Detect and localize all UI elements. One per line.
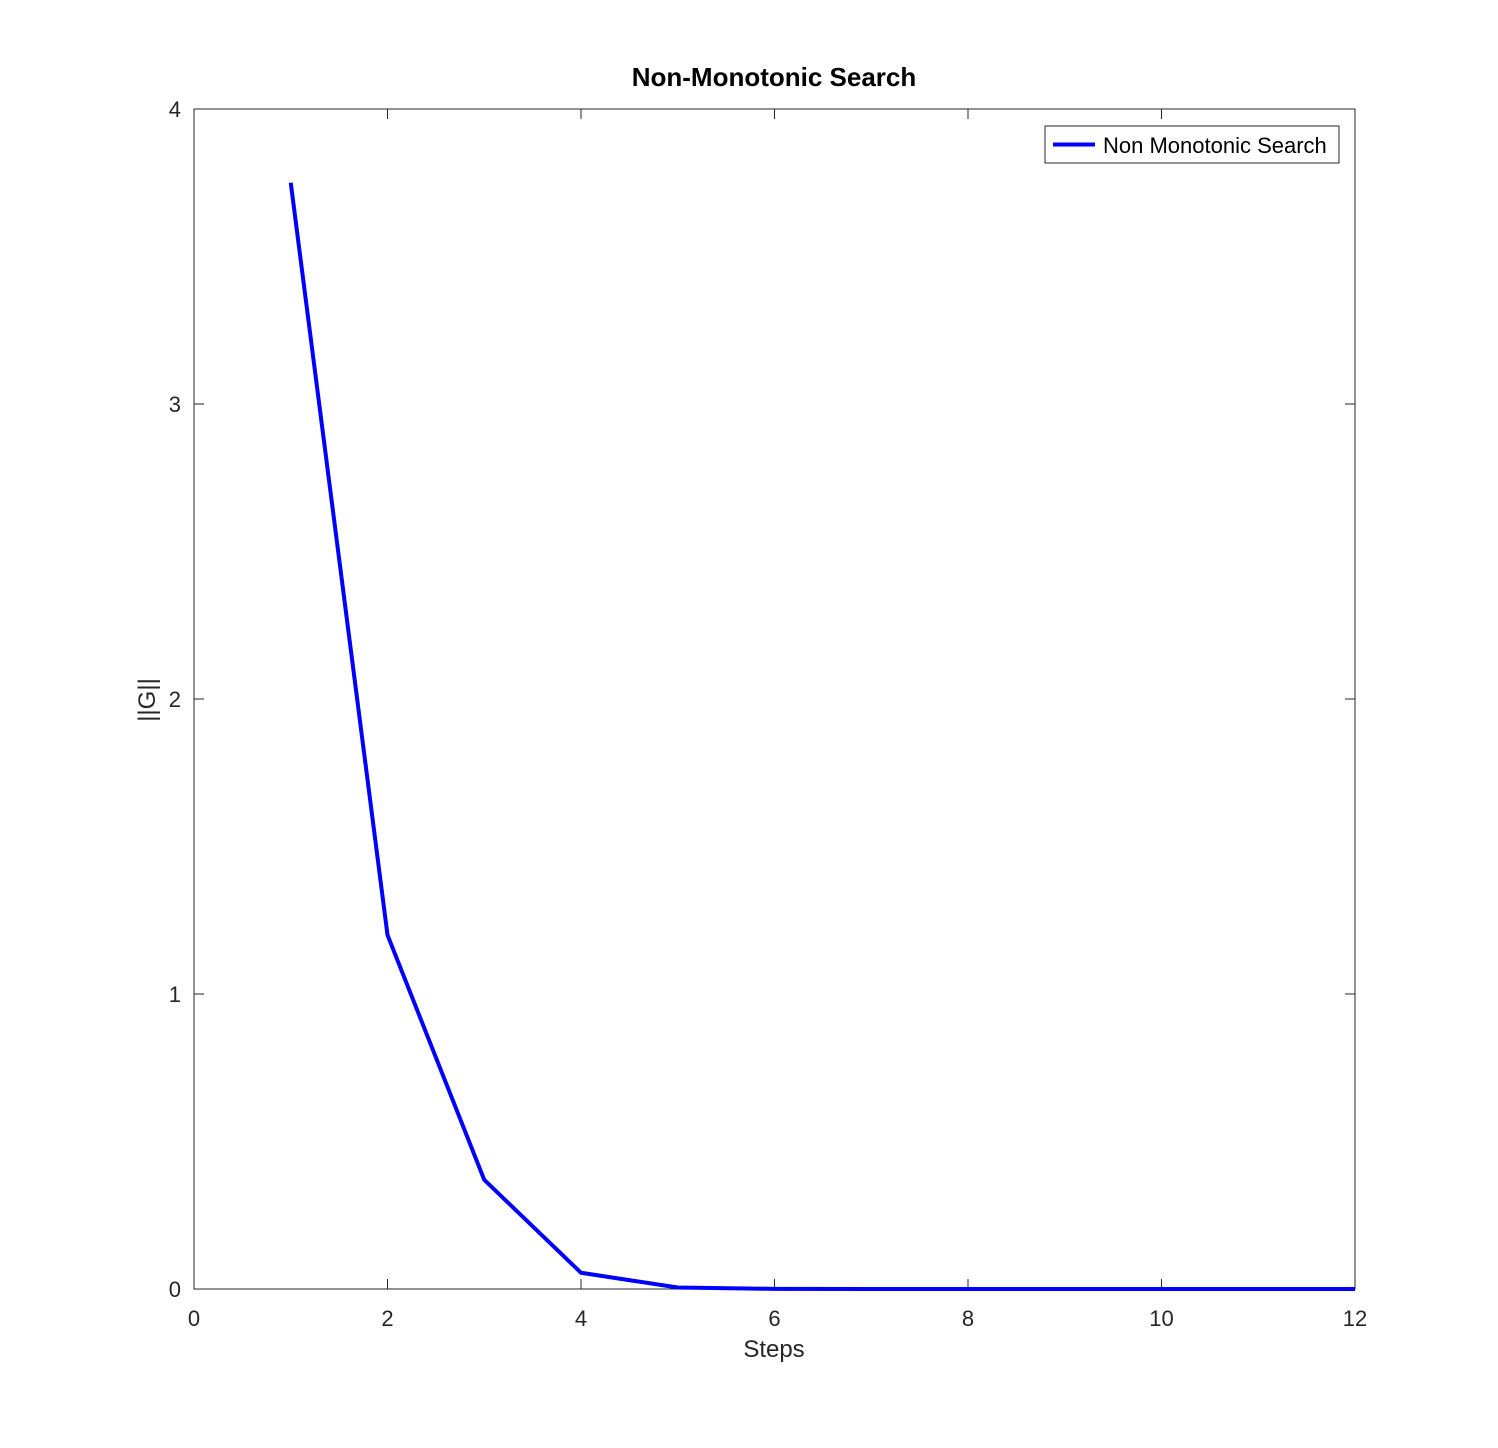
- y-tick-label: 2: [169, 687, 181, 712]
- x-tick-label: 2: [381, 1306, 393, 1331]
- y-tick-label: 1: [169, 982, 181, 1007]
- y-axis-ticks: 0 1 2 3 4: [169, 97, 1355, 1302]
- series-layer: [288, 182, 1355, 1291]
- x-tick-label: 0: [188, 1306, 200, 1331]
- y-tick-label: 4: [169, 97, 181, 122]
- x-axis-ticks: 0 2 4 6 8 10 12: [188, 109, 1367, 1331]
- y-axis-label: ||G||: [134, 678, 161, 722]
- x-tick-label: 8: [962, 1306, 974, 1331]
- x-tick-label: 12: [1343, 1306, 1367, 1331]
- legend: Non Monotonic Search: [1044, 125, 1340, 164]
- x-tick-label: 6: [768, 1306, 780, 1331]
- chart-title: Non-Monotonic Search: [632, 62, 917, 92]
- x-axis-label: Steps: [743, 1336, 804, 1363]
- series-line: [288, 182, 1355, 1291]
- x-tick-label: 4: [575, 1306, 587, 1331]
- plot-area: [193, 108, 1356, 1290]
- x-tick-label: 10: [1149, 1306, 1173, 1331]
- y-tick-label: 3: [169, 392, 181, 417]
- y-tick-label: 0: [169, 1277, 181, 1302]
- legend-label: Non Monotonic Search: [1103, 133, 1327, 158]
